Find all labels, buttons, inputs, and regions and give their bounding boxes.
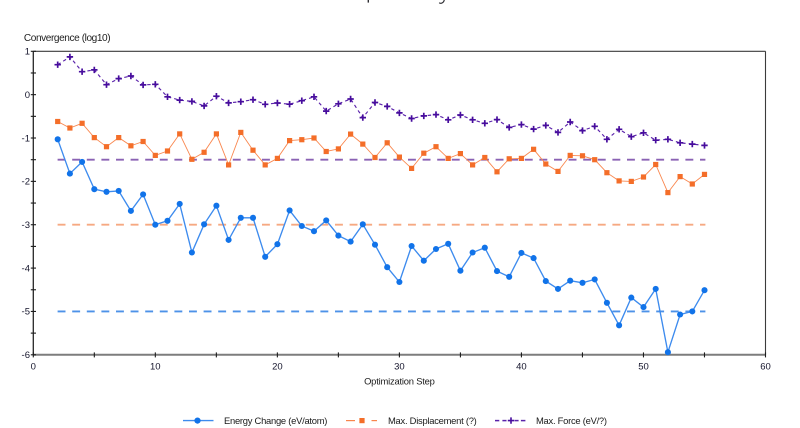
svg-text:-4: -4: [22, 263, 30, 274]
svg-text:1: 1: [25, 47, 30, 58]
svg-text:Max. Displacement (?): Max. Displacement (?): [388, 415, 477, 426]
svg-text:60: 60: [760, 362, 771, 373]
svg-text:Energy Change (eV/atom): Energy Change (eV/atom): [224, 415, 327, 426]
svg-text:0: 0: [31, 362, 36, 373]
svg-text:-1: -1: [22, 133, 30, 144]
svg-text:0: 0: [25, 90, 30, 101]
svg-text:Convergence (log10): Convergence (log10): [24, 33, 110, 44]
svg-text:20: 20: [272, 362, 283, 373]
svg-text:-3: -3: [22, 220, 30, 231]
svg-text:-2: -2: [22, 177, 30, 188]
svg-text:30: 30: [394, 362, 405, 373]
svg-text:Optimization Step: Optimization Step: [364, 375, 435, 386]
svg-text:10: 10: [150, 362, 161, 373]
svg-text:Max. Force (eV/?): Max. Force (eV/?): [536, 415, 607, 426]
svg-text:50: 50: [638, 362, 649, 373]
svg-text:-5: -5: [22, 307, 30, 318]
svg-text:40: 40: [516, 362, 527, 373]
svg-text:-6: -6: [22, 350, 30, 361]
